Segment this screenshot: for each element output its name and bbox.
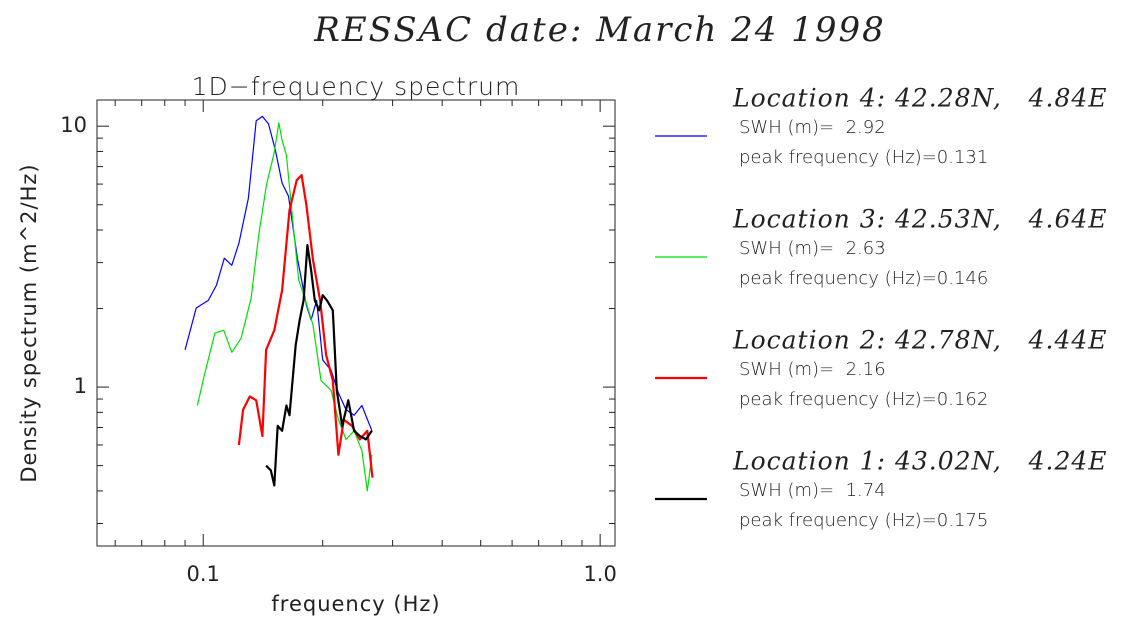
x-axis-label: frequency (Hz)	[271, 592, 440, 616]
legend-info: peak frequency (Hz)=0.146	[739, 268, 988, 289]
x-tick-label: 1.0	[583, 562, 616, 586]
plot-frame	[96, 99, 616, 547]
legend-label: Location 1: 43.02N, 4.24E	[732, 447, 1108, 476]
y-axis-label: Density spectrum (m^2/Hz)	[17, 163, 41, 482]
series-line	[265, 244, 373, 487]
x-tick-label: 0.1	[187, 562, 220, 586]
series-line	[237, 174, 374, 478]
chart-subtitle: 1D−frequency spectrum	[192, 72, 521, 101]
legend-info: SWH (m)= 1.74	[739, 480, 886, 501]
legend-info: peak frequency (Hz)=0.175	[739, 510, 988, 531]
y-tick-label: 10	[60, 113, 87, 137]
y-tick-label: 1	[74, 374, 87, 398]
legend-info: SWH (m)= 2.92	[739, 117, 886, 138]
series-line	[184, 115, 373, 432]
legend-label: Location 3: 42.53N, 4.64E	[732, 205, 1108, 234]
chart-title: RESSAC date: March 24 1998	[313, 10, 886, 50]
legend-label: Location 4: 42.28N, 4.84E	[732, 84, 1108, 113]
legend-info: peak frequency (Hz)=0.131	[739, 147, 988, 168]
legend-info: peak frequency (Hz)=0.162	[739, 389, 988, 410]
legend-label: Location 2: 42.78N, 4.44E	[732, 326, 1108, 355]
legend-info: SWH (m)= 2.63	[739, 238, 886, 259]
series-line	[196, 122, 373, 492]
legend-info: SWH (m)= 2.16	[739, 359, 886, 380]
